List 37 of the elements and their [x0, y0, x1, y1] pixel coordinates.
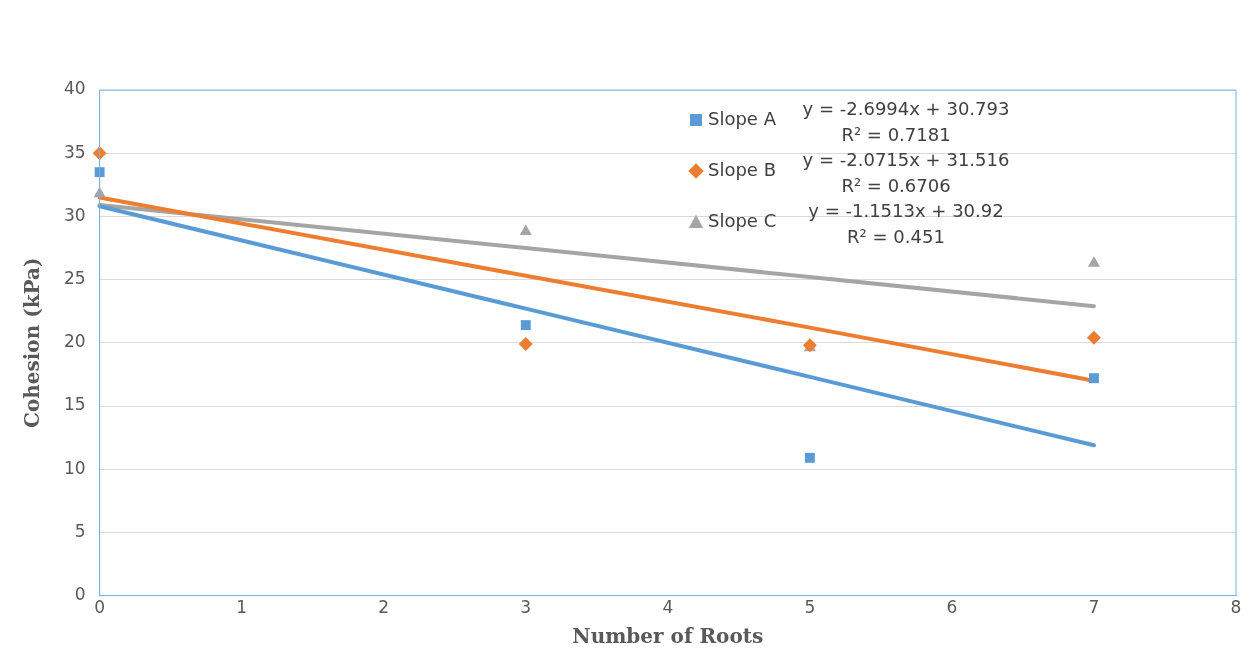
x-tick-label: 1: [236, 597, 248, 618]
y-tick-label: 40: [63, 78, 86, 99]
legend-label: Slope A: [708, 107, 777, 129]
y-tick-label: 20: [63, 331, 86, 352]
x-tick-label: 3: [520, 597, 532, 618]
x-tick-label: 7: [1088, 597, 1100, 618]
point: [518, 337, 533, 352]
y-tick-label: 30: [63, 204, 86, 225]
x-tick-label: 4: [662, 597, 674, 618]
y-tick-label: 0: [74, 584, 86, 605]
annotation: R² = 0.6706: [841, 174, 951, 196]
legend-label: Slope C: [708, 209, 777, 231]
x-tick-label: 2: [378, 597, 390, 618]
x-tick-label: 8: [1230, 597, 1242, 618]
y-tick-label: 15: [63, 394, 86, 415]
point: [1089, 373, 1099, 384]
y-tick-label: 25: [63, 268, 86, 289]
point: [520, 320, 531, 331]
point: [1087, 256, 1101, 267]
y-tick-label: 35: [63, 141, 86, 162]
y-tick-label: 5: [74, 520, 86, 541]
point: [1086, 330, 1101, 345]
x-axis-title: Number of Roots: [572, 624, 764, 649]
x-tick-label: 5: [804, 597, 816, 618]
point: [94, 167, 105, 178]
point: [519, 224, 532, 236]
point: [804, 452, 815, 463]
annotation: R² = 0.451: [847, 225, 945, 247]
annotation: y = -1.1513x + 30.92: [808, 199, 1004, 221]
annotation: y = -2.6994x + 30.793: [802, 97, 1010, 119]
legend-label: Slope B: [708, 158, 777, 180]
y-tick-label: 10: [63, 457, 86, 478]
y-axis-title: Cohesion (kPa): [20, 257, 45, 429]
x-tick-label: 6: [946, 597, 958, 618]
annotation: y = -2.0715x + 31.516: [802, 148, 1010, 170]
annotation: R² = 0.7181: [841, 123, 951, 145]
x-tick-label: 0: [94, 597, 106, 618]
